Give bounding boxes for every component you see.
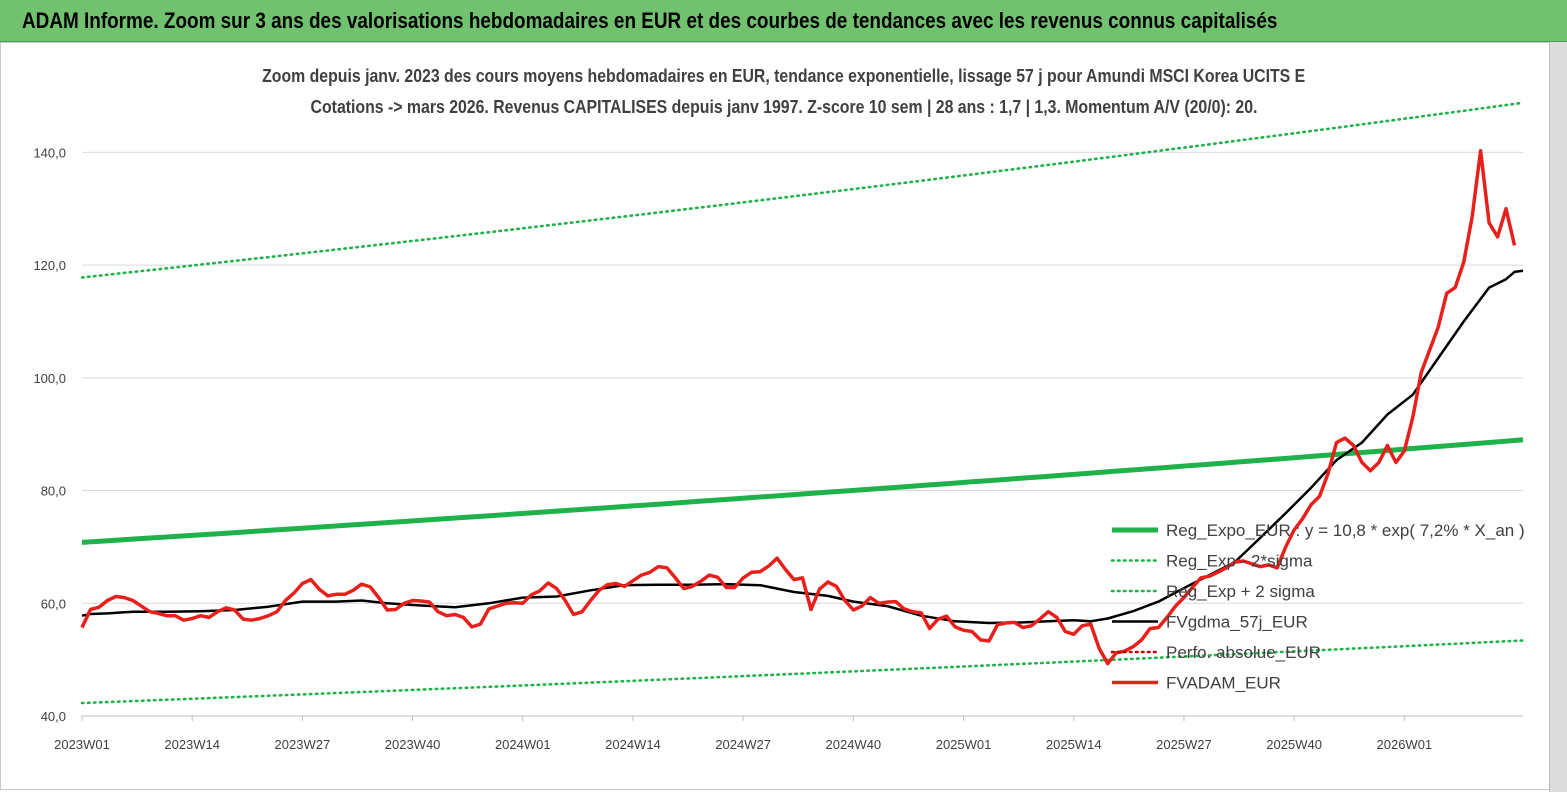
y-tick-label: 60,0 — [41, 596, 66, 611]
series-reg-exp-2 — [80, 639, 1525, 705]
x-tick-label: 2024W01 — [495, 737, 551, 752]
legend-label: FVgdma_57j_EUR — [1166, 613, 1308, 632]
chart-title-line-1: Zoom depuis janv. 2023 des cours moyens … — [0, 66, 1567, 87]
legend-label: Reg_Expo_EUR : y = 10,8 * exp( 7,2% * X_… — [1166, 521, 1525, 540]
report-banner: ADAM Informe. Zoom sur 3 ans des valoris… — [0, 0, 1567, 42]
legend-label: FVADAM_EUR — [1166, 674, 1281, 693]
legend-label: Perfo. absolue_EUR — [1166, 643, 1321, 662]
x-tick-label: 2024W40 — [826, 737, 882, 752]
x-tick-label: 2023W40 — [385, 737, 441, 752]
chart-title-line-2-text: Cotations -> mars 2026. Revenus CAPITALI… — [310, 97, 1257, 117]
x-tick-label: 2025W01 — [936, 737, 992, 752]
chart-title-line-2: Cotations -> mars 2026. Revenus CAPITALI… — [0, 97, 1567, 118]
window-right-strip — [1549, 42, 1567, 792]
x-tick-label: 2024W27 — [715, 737, 771, 752]
series-fvadam-eur — [80, 148, 1517, 666]
axis-layer: 40,0 60,0 80,0 100,0 120,0 140,0 2023W01 2023W1… — [33, 145, 1523, 752]
x-tick-label: 2026W01 — [1377, 737, 1433, 752]
series-reg-exp-2 — [80, 101, 1525, 279]
x-tick-label: 2023W14 — [164, 737, 220, 752]
y-tick-label: 80,0 — [41, 484, 66, 499]
legend-label: Reg_Exp - 2*sigma — [1166, 552, 1313, 571]
x-tick-label: 2023W01 — [54, 737, 110, 752]
legend: Reg_Expo_EUR : y = 10,8 * exp( 7,2% * X_… — [1110, 521, 1525, 693]
y-tick-label: 140,0 — [33, 145, 66, 160]
series-reg-expo-eur — [81, 437, 1524, 545]
y-tick-label: 40,0 — [41, 709, 66, 724]
banner-title: ADAM Informe. Zoom sur 3 ans des valoris… — [22, 8, 1278, 33]
x-tick-label: 2025W27 — [1156, 737, 1212, 752]
y-tick-label: 100,0 — [33, 371, 66, 386]
series-fvgdma-57j-eur — [81, 269, 1524, 625]
x-tick-label: 2025W14 — [1046, 737, 1102, 752]
x-tick-label: 2025W40 — [1266, 737, 1322, 752]
series-layer — [80, 101, 1525, 705]
x-tick-label: 2024W14 — [605, 737, 661, 752]
y-tick-label: 120,0 — [33, 258, 66, 273]
legend-label: Reg_Exp + 2 sigma — [1166, 582, 1315, 601]
x-tick-label: 2023W27 — [275, 737, 331, 752]
chart-title-line-1-text: Zoom depuis janv. 2023 des cours moyens … — [261, 66, 1306, 86]
